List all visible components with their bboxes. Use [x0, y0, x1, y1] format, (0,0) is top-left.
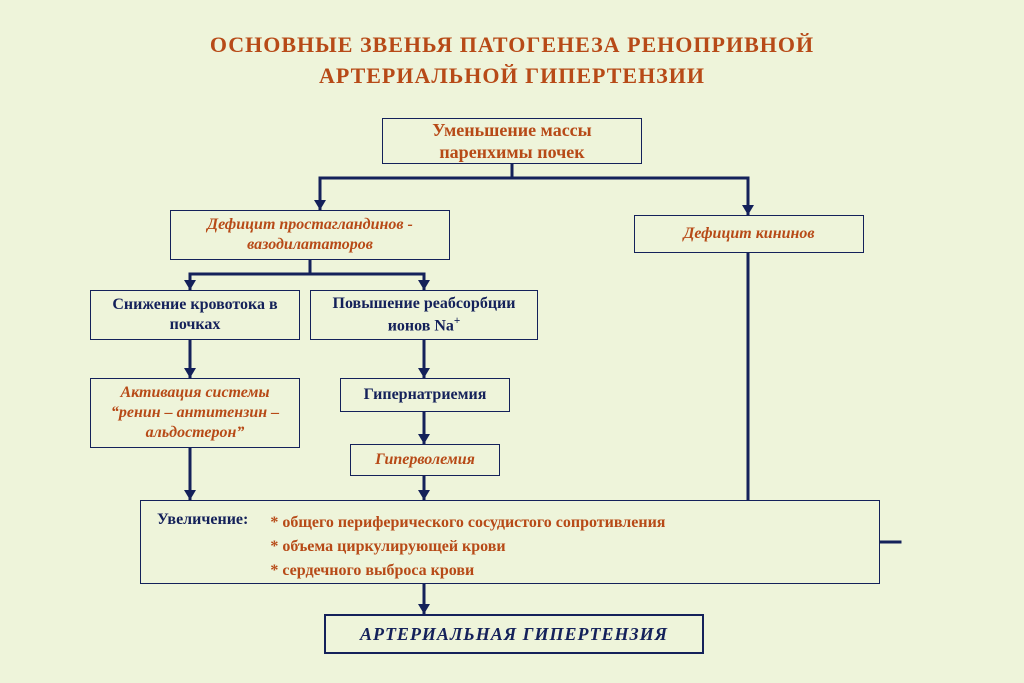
node-kinin-deficit: Дефицит кининов — [634, 215, 864, 253]
node-bloodflow: Снижение кровотока в почках — [90, 290, 300, 340]
node-hypernatremia: Гипернатриемия — [340, 378, 510, 412]
diagram-stage: ОСНОВНЫЕ ЗВЕНЬЯ ПАТОГЕНЕЗА РЕНОПРИВНОЙ А… — [0, 0, 1024, 683]
diagram-title: ОСНОВНЫЕ ЗВЕНЬЯ ПАТОГЕНЕЗА РЕНОПРИВНОЙ А… — [0, 30, 1024, 92]
increase-lead: Увеличение: — [157, 511, 248, 529]
node-hypervolemia: Гиперволемия — [350, 444, 500, 476]
node-raas: Активация системы “ренин – антитензин – … — [90, 378, 300, 448]
title-line1: ОСНОВНЫЕ ЗВЕНЬЯ ПАТОГЕНЕЗА РЕНОПРИВНОЙ — [210, 32, 814, 57]
increase-list: * общего периферического сосудистого соп… — [270, 511, 665, 583]
title-line2: АРТЕРИАЛЬНОЙ ГИПЕРТЕНЗИИ — [319, 63, 705, 88]
node-pg-deficit: Дефицит простагландинов - вазодилататоро… — [170, 210, 450, 260]
node-final: АРТЕРИАЛЬНАЯ ГИПЕРТЕНЗИЯ — [324, 614, 704, 654]
node-start: Уменьшение массы паренхимы почек — [382, 118, 642, 164]
node-increase-box: Увеличение: * общего периферического сос… — [140, 500, 880, 584]
node-reabsorption: Повышение реабсорбции ионов Na+ — [310, 290, 538, 340]
